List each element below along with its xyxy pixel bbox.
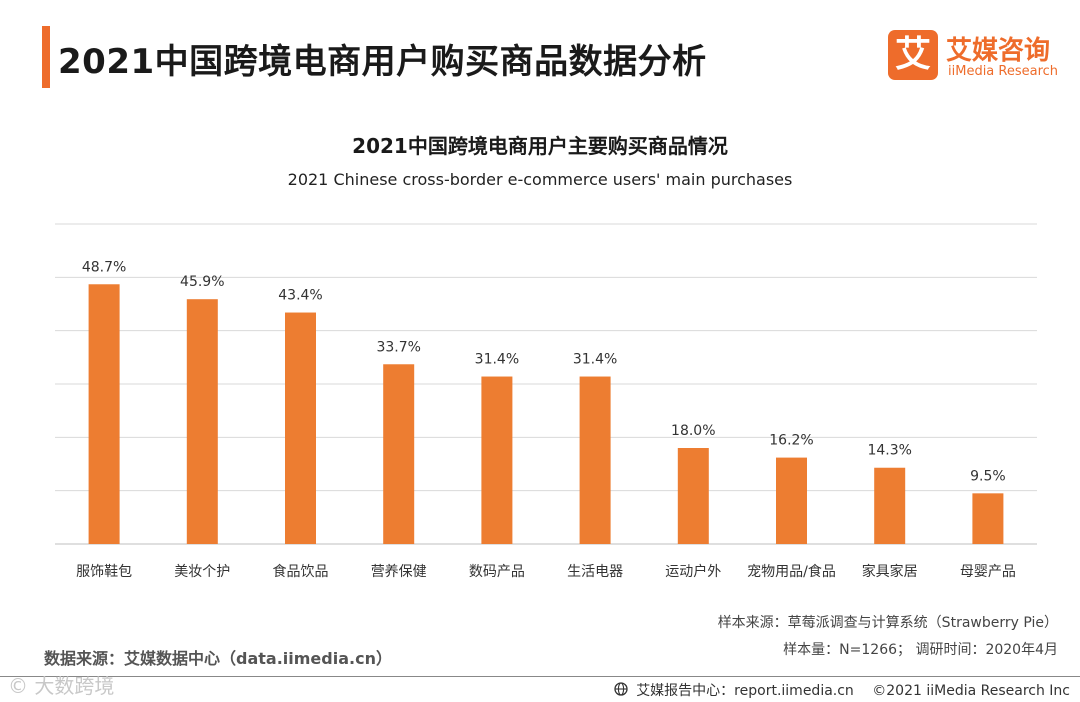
category-label-7: 运动户外 — [665, 563, 721, 580]
category-label-4: 营养保健 — [371, 564, 427, 580]
data-label-4: 33.7% — [376, 339, 420, 355]
globe-icon — [614, 682, 628, 700]
bar-8 — [776, 457, 807, 544]
data-label-2: 45.9% — [180, 274, 224, 290]
bar-10 — [972, 493, 1004, 544]
logo-name-cn: 艾媒咨询 — [946, 36, 1051, 66]
sample-size-note: 样本量：N=1266； 调研时间：2020年4月 — [783, 642, 1058, 658]
data-source-note: 数据来源：艾媒数据中心（data.iimedia.cn） — [44, 649, 392, 668]
category-label-3: 食品饮品 — [273, 563, 329, 580]
chart-title: 2021中国跨境电商用户主要购买商品情况 — [352, 134, 728, 158]
data-label-3: 43.4% — [278, 288, 322, 304]
category-label-6: 生活电器 — [567, 564, 623, 580]
watermark: © 大数跨境 — [8, 674, 115, 698]
data-label-5: 31.4% — [475, 352, 519, 368]
data-label-8: 16.2% — [769, 433, 813, 449]
category-label-5: 数码产品 — [469, 564, 525, 580]
chart-subtitle: 2021 Chinese cross-border e-commerce use… — [287, 170, 793, 189]
report-center-link[interactable]: 艾媒报告中心：report.iimedia.cn — [636, 683, 854, 699]
sample-source-note: 样本来源：草莓派调查与计算系统（Strawberry Pie） — [717, 615, 1058, 631]
copyright: ©2021 iiMedia Research Inc — [872, 683, 1070, 699]
footer-credits: 艾媒报告中心：report.iimedia.cn ©2021 iiMedia R… — [614, 680, 1070, 700]
category-label-1: 服饰鞋包 — [76, 564, 132, 580]
data-label-10: 9.5% — [970, 468, 1006, 484]
data-label-7: 18.0% — [671, 423, 715, 439]
bar-4 — [383, 364, 415, 544]
bar-2 — [186, 299, 218, 544]
page-title: 2021中国跨境电商用户购买商品数据分析 — [58, 42, 707, 82]
category-label-2: 美妆个护 — [174, 564, 230, 580]
data-label-9: 14.3% — [867, 443, 911, 459]
bar-5 — [481, 376, 513, 544]
category-label-8: 宠物用品/食品 — [747, 563, 836, 580]
footer-divider — [0, 676, 1080, 677]
category-label-10: 母婴产品 — [960, 564, 1016, 580]
logo-mark: 艾 — [888, 30, 938, 80]
bar-7 — [677, 448, 709, 544]
title-accent-bar — [42, 26, 50, 88]
data-label-6: 31.4% — [573, 352, 617, 368]
category-label-9: 家具家居 — [862, 563, 918, 580]
bar-9 — [874, 467, 906, 544]
bar-3 — [285, 312, 316, 544]
data-label-1: 48.7% — [82, 259, 126, 275]
logo-name-en: iiMedia Research — [948, 64, 1059, 79]
bar-6 — [579, 376, 611, 544]
bar-1 — [88, 284, 120, 544]
